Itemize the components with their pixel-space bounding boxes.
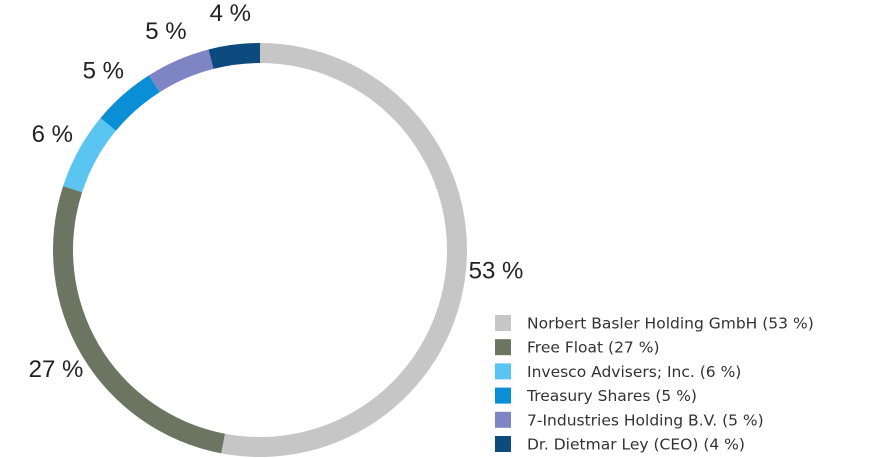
donut-segment <box>100 75 160 131</box>
data-label: 4 % <box>210 0 251 27</box>
donut-segment <box>63 118 116 193</box>
legend-swatch <box>495 315 511 331</box>
legend-swatch <box>495 363 511 380</box>
legend-label: Treasury Shares (5 %) <box>526 387 697 405</box>
data-label: 27 % <box>29 356 84 383</box>
legend-swatch <box>495 411 511 428</box>
legend-swatch <box>495 436 511 452</box>
legend-swatch <box>495 339 511 356</box>
data-label: 5 % <box>83 58 124 85</box>
donut-segment <box>208 43 260 69</box>
legend-label: Invesco Advisers; Inc. (6 %) <box>527 363 741 381</box>
data-label: 6 % <box>32 121 73 148</box>
data-label: 53 % <box>469 258 524 285</box>
donut-segment <box>149 49 214 93</box>
data-label: 5 % <box>145 18 186 45</box>
donut-segment <box>221 43 467 457</box>
legend-label: Dr. Dietmar Ley (CEO) (4 %) <box>527 436 745 454</box>
legend-label: Free Float (27 %) <box>527 339 660 357</box>
donut-segment <box>52 186 225 454</box>
legend-swatch <box>495 387 511 404</box>
legend-label: 7-Industries Holding B.V. (5 %) <box>527 411 764 429</box>
legend-label: Norbert Basler Holding GmbH (53 %) <box>527 315 814 333</box>
